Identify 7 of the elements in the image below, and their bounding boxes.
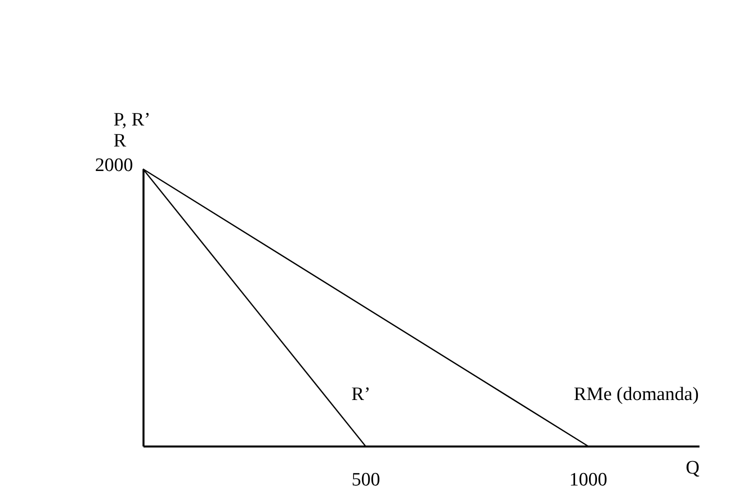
x-tick-label: 1000 [569,470,608,490]
y-axis-title: P, R’ R [114,110,150,152]
series-label: RMe (domanda) [574,384,699,405]
series-label: R’ [351,384,370,405]
x-tick-label: 500 [352,470,380,490]
annotation: 2000 [95,155,133,176]
x-axis-title: Q [686,458,700,478]
